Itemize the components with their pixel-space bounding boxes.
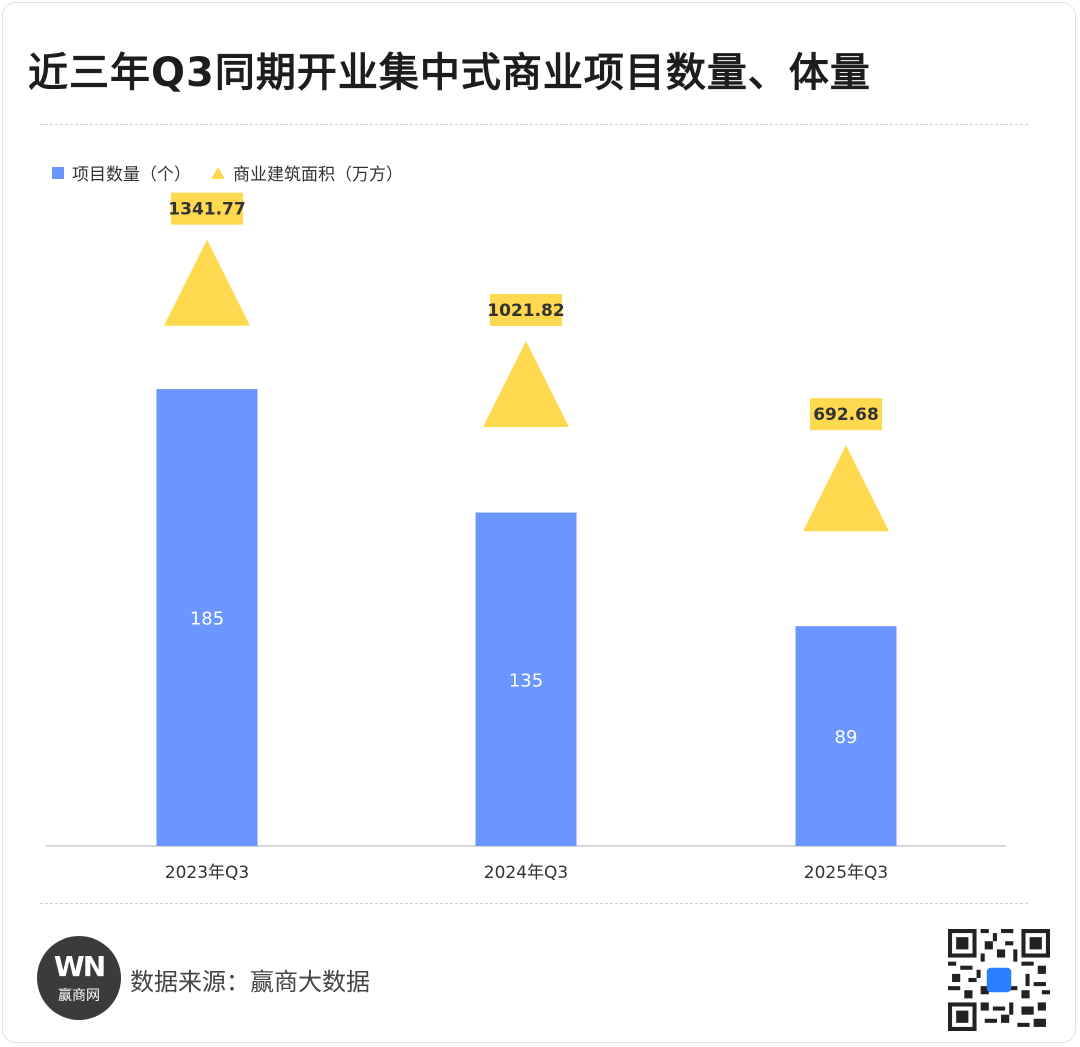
triangle-value-label: 1341.77	[168, 200, 245, 220]
x-tick-label: 2025年Q3	[804, 863, 888, 883]
winshang-logo-icon: WN 赢商网	[37, 936, 121, 1020]
triangle-label-box	[490, 293, 562, 326]
triangle-marker-1	[164, 239, 250, 326]
logo-text: 赢商网	[58, 988, 100, 1004]
bottom-divider	[40, 903, 1028, 904]
data-source: 数据来源：赢商大数据	[130, 968, 370, 996]
legend-triangle-label: 商业建筑面积（万方）	[233, 165, 403, 185]
legend-bar-swatch	[52, 166, 64, 179]
triangle-label-box	[810, 398, 882, 431]
bar-value-label: 89	[835, 727, 858, 748]
chart-plot: 185 135 89 1341.77 1021.82 692.68 2023年Q3 202…	[46, 192, 1006, 883]
logo-mark: WN	[53, 950, 106, 983]
triangle-marker-2	[483, 340, 569, 427]
triangle-marker-3	[803, 445, 889, 532]
top-divider	[40, 124, 1028, 125]
bar-value-label: 135	[509, 670, 543, 691]
qr-code-icon	[948, 929, 1050, 1031]
legend: 项目数量（个） 商业建筑面积（万方）	[52, 160, 403, 185]
legend-triangle-swatch	[211, 166, 225, 179]
legend-bar-label: 项目数量（个）	[72, 165, 191, 185]
bar-value-label: 185	[190, 609, 224, 630]
triangle-label-box	[171, 192, 243, 225]
bar-2	[475, 512, 577, 846]
triangle-value-label: 1021.82	[487, 301, 564, 321]
bar-3	[795, 626, 897, 846]
x-tick-label: 2023年Q3	[165, 863, 249, 883]
triangle-value-label: 692.68	[813, 405, 879, 425]
x-tick-label: 2024年Q3	[484, 863, 568, 883]
bar-1	[156, 389, 258, 846]
chart-title: 近三年Q3同期开业集中式商业项目数量、体量	[28, 50, 871, 96]
